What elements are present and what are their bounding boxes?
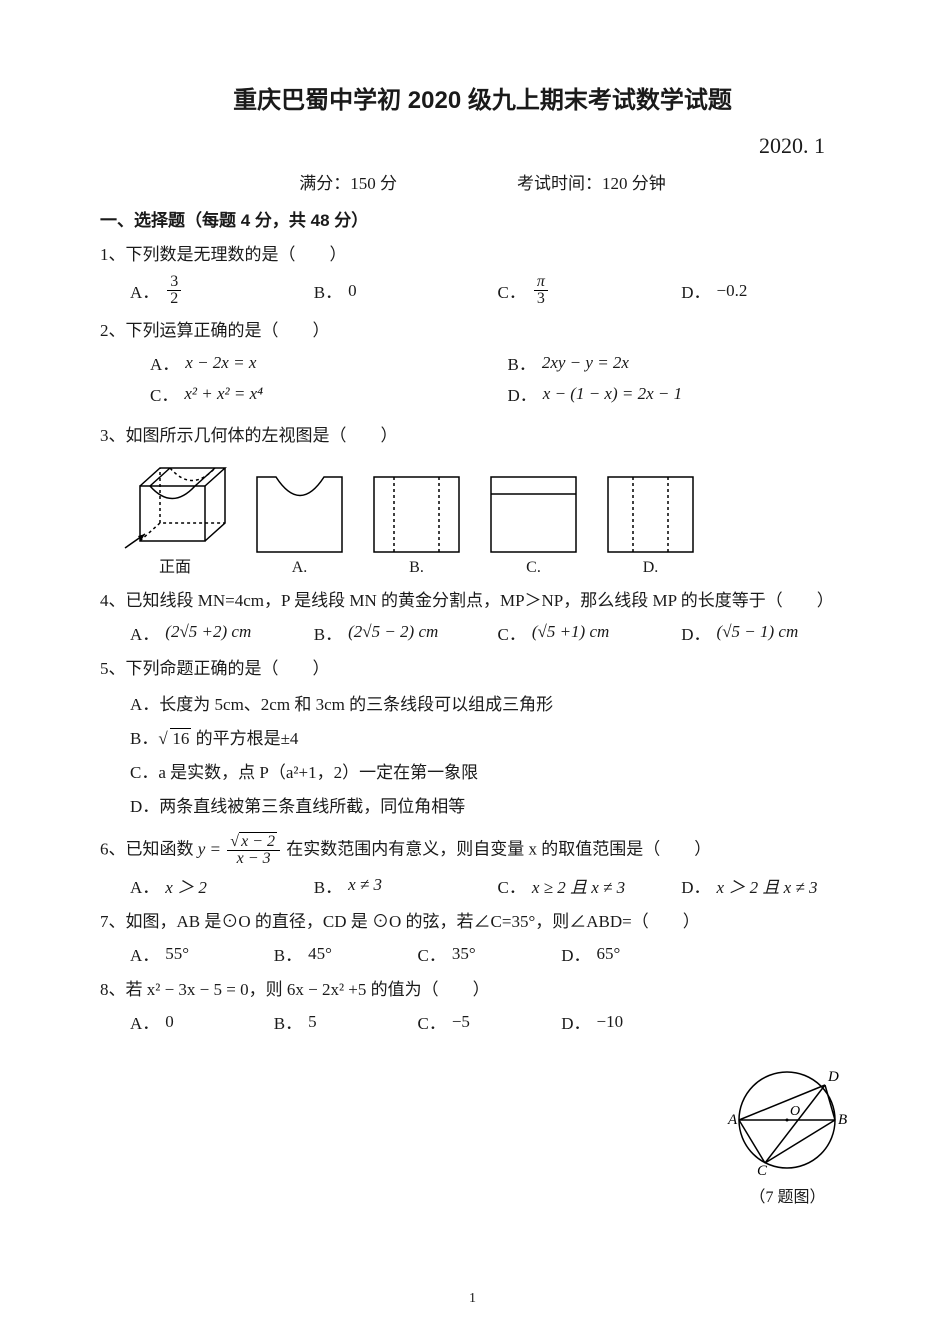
exam-info-row: 满分：150 分 考试时间：120 分钟 xyxy=(100,169,865,194)
q6-opt-c: C．x ≥ 2 且 x ≠ 3 xyxy=(498,873,682,898)
q8-opt-b: B．5 xyxy=(274,1009,418,1034)
front-label: 正面 xyxy=(159,553,191,577)
exam-page: 重庆巴蜀中学初 2020 级九上期末考试数学试题 2020. 1 满分：150 … xyxy=(0,0,945,1337)
q1-opt-b: B．0 xyxy=(314,274,498,307)
duration: 考试时间：120 分钟 xyxy=(517,169,666,194)
q5-opt-a: A．长度为 5cm、2cm 和 3cm 的三条线段可以组成三角形 xyxy=(130,688,865,722)
label-o: O xyxy=(790,1104,800,1119)
q7-opt-b: B．45° xyxy=(274,941,418,966)
q4-stem: 4、已知线段 MN=4cm，P 是线段 MN 的黄金分割点，MP＞NP，那么线段… xyxy=(100,587,865,614)
q3-stem: 3、如图所示几何体的左视图是（ ） xyxy=(100,422,865,449)
q3-shapes: 正面 A. B. xyxy=(120,456,865,577)
q1-opt-c: C． π3 xyxy=(498,274,682,307)
q3-opt-c: C. xyxy=(486,472,581,577)
q7-options: A．55° B．45° C．35° D．65° xyxy=(130,941,865,966)
full-marks-label: 满分 xyxy=(299,174,333,193)
q8-stem: 8、若 x² − 3x − 5 = 0，则 6x − 2x² +5 的值为（ ） xyxy=(100,976,865,1003)
q4-opt-c: C．(√5 +1) cm xyxy=(498,620,682,645)
exam-date: 2020. 1 xyxy=(100,133,825,159)
q5-opt-d: D．两条直线被第三条直线所截，同位角相等 xyxy=(130,790,865,824)
q7-opt-c: C．35° xyxy=(418,941,562,966)
q2-opt-c: C．x² + x² = x⁴ xyxy=(150,381,508,406)
label-c: C xyxy=(757,1163,768,1178)
q8-opt-a: A．0 xyxy=(130,1009,274,1034)
q6-opt-b: B．x ≠ 3 xyxy=(314,873,498,898)
q8-options: A．0 B．5 C．−5 D．−10 xyxy=(130,1009,865,1034)
q2-opt-b: B．2xy − y = 2x xyxy=(508,350,866,375)
q7-fig-caption: （7 题图） xyxy=(720,1183,855,1207)
q3-solid: 正面 xyxy=(120,456,230,577)
q6-opt-d: D．x ＞ 2 且 x ≠ 3 xyxy=(681,873,865,898)
shape-d-icon xyxy=(603,472,698,557)
q5-options: A．长度为 5cm、2cm 和 3cm 的三条线段可以组成三角形 B．16 的平… xyxy=(130,688,865,824)
page-title: 重庆巴蜀中学初 2020 级九上期末考试数学试题 xyxy=(100,80,865,115)
q4-opt-a: A．(2√5 +2) cm xyxy=(130,620,314,645)
q5-stem: 5、下列命题正确的是（ ） xyxy=(100,655,865,682)
q7-stem: 7、如图，AB 是⊙O 的直径，CD 是 ⊙O 的弦，若∠C=35°，则∠ABD… xyxy=(100,908,865,935)
duration-label: 考试时间 xyxy=(517,174,585,193)
q4-opt-b: B．(2√5 − 2) cm xyxy=(314,620,498,645)
duration-value: 120 分钟 xyxy=(602,174,666,193)
q3-opt-d: D. xyxy=(603,472,698,577)
q2-stem: 2、下列运算正确的是（ ） xyxy=(100,317,865,344)
shape-c-icon xyxy=(486,472,581,557)
label-b: B xyxy=(838,1112,847,1128)
q6-opt-a: A．x ＞ 2 xyxy=(130,873,314,898)
q1-stem: 1、下列数是无理数的是（ ） xyxy=(100,241,865,268)
q7-figure: A B C D O （7 题图） xyxy=(720,1063,855,1207)
q3-opt-a: A. xyxy=(252,472,347,577)
q4-options: A．(2√5 +2) cm B．(2√5 − 2) cm C．(√5 +1) c… xyxy=(130,620,865,645)
q6-options: A．x ＞ 2 B．x ≠ 3 C．x ≥ 2 且 x ≠ 3 D．x ＞ 2 … xyxy=(130,873,865,898)
q8-opt-d: D．−10 xyxy=(561,1009,705,1034)
full-marks-value: 150 分 xyxy=(350,174,397,193)
solid-icon xyxy=(120,456,230,551)
circle-diagram-icon: A B C D O xyxy=(720,1063,855,1178)
q2-options: A．x − 2x = x B．2xy − y = 2x C．x² + x² = … xyxy=(150,350,865,412)
q8-opt-c: C．−5 xyxy=(418,1009,562,1034)
q1-opt-d: D．−0.2 xyxy=(681,274,865,307)
q1-options: A． 32 B．0 C． π3 D．−0.2 xyxy=(130,274,865,307)
label-a: A xyxy=(727,1112,738,1128)
shape-a-icon xyxy=(252,472,347,557)
q1-opt-a: A． 32 xyxy=(130,274,314,307)
q2-opt-d: D．x − (1 − x) = 2x − 1 xyxy=(508,381,866,406)
shape-b-icon xyxy=(369,472,464,557)
q4-opt-d: D．(√5 − 1) cm xyxy=(681,620,865,645)
q3-opt-b: B. xyxy=(369,472,464,577)
full-marks: 满分：150 分 xyxy=(299,169,397,194)
section-1-heading: 一、选择题（每题 4 分，共 48 分） xyxy=(100,206,865,231)
q5-opt-b: B．16 的平方根是±4 xyxy=(130,722,865,756)
page-number: 1 xyxy=(469,1291,476,1307)
q5-opt-c: C．a 是实数，点 P（a²+1，2）一定在第一象限 xyxy=(130,756,865,790)
label-d: D xyxy=(827,1069,839,1085)
q7-opt-a: A．55° xyxy=(130,941,274,966)
q6-stem: 6、已知函数 y = √x − 2 x − 3 在实数范围内有意义，则自变量 x… xyxy=(100,834,865,867)
q7-opt-d: D．65° xyxy=(561,941,705,966)
q2-opt-a: A．x − 2x = x xyxy=(150,350,508,375)
